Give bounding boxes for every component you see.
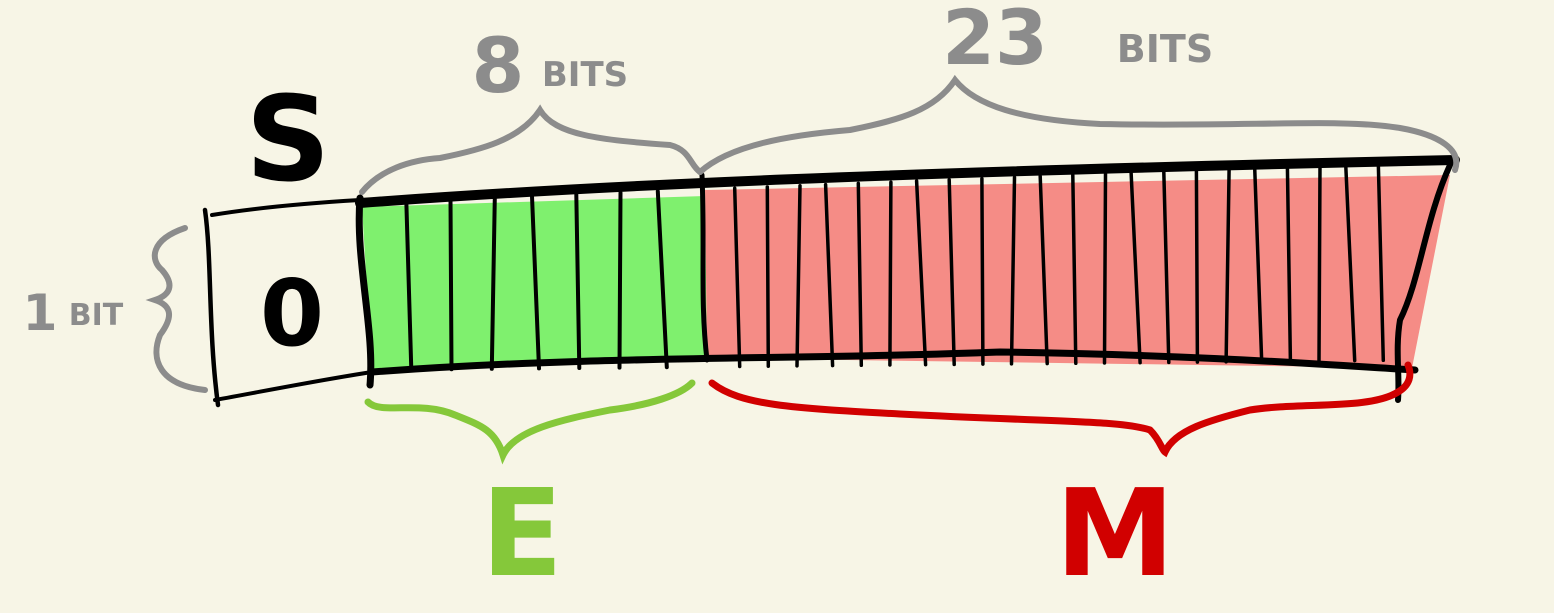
mantissa-bit-divider-7 — [914, 179, 928, 367]
exponent-size-unit: BITS — [542, 55, 628, 95]
mantissa-bit-divider-14 — [1129, 170, 1142, 365]
mantissa-bit-divider-22 — [1376, 161, 1386, 363]
exponent-size-brace — [359, 104, 703, 195]
mantissa-bit-divider-21 — [1343, 162, 1357, 363]
exponent-bit-divider-6 — [617, 190, 623, 370]
sign-bit-value: 0 — [260, 260, 324, 367]
mantissa-bit-divider-9 — [980, 176, 985, 366]
mantissa-fill — [705, 175, 1450, 368]
mantissa-bit-divider-17 — [1224, 167, 1231, 364]
exponent-bit-divider-3 — [489, 195, 497, 371]
mantissa-bit-divider-11 — [1038, 174, 1049, 366]
sign-size-unit: BIT — [69, 298, 124, 333]
mantissa-brace — [708, 361, 1414, 458]
exponent-bit-divider-5 — [574, 192, 582, 370]
mantissa-bit-divider-5 — [856, 181, 864, 368]
mantissa-bit-divider-12 — [1071, 173, 1078, 366]
mantissa-bit-dividers — [732, 161, 1386, 369]
field-bottom-edge — [368, 348, 1419, 376]
mantissa-bit-divider-15 — [1162, 169, 1171, 365]
sign-exponent-divider — [355, 194, 375, 389]
exponent-bit-divider-4 — [530, 194, 541, 371]
exponent-bit-divider-7 — [655, 189, 669, 370]
mantissa-bit-divider-13 — [1102, 172, 1108, 365]
mantissa-bit-divider-1 — [732, 186, 742, 369]
mantissa-bit-divider-18 — [1252, 166, 1264, 364]
mantissa-size-brace — [697, 74, 1460, 175]
sign-box-outline — [210, 198, 374, 402]
mantissa-bit-divider-3 — [795, 184, 802, 368]
mantissa-bit-divider-19 — [1285, 164, 1293, 363]
sign-letter: S — [246, 70, 331, 208]
mantissa-bit-divider-16 — [1194, 168, 1200, 364]
exponent-size-number: 8 — [472, 21, 525, 110]
exponent-bit-divider-1 — [404, 199, 414, 372]
exponent-brace — [364, 379, 696, 465]
mantissa-bit-divider-4 — [823, 182, 835, 368]
mantissa-bit-divider-10 — [1009, 175, 1017, 366]
mantissa-bit-divider-20 — [1317, 163, 1322, 363]
sign-size-number: 1 — [23, 284, 58, 342]
exponent-mantissa-divider — [699, 172, 710, 363]
mantissa-bit-divider-6 — [888, 180, 893, 367]
field-right-edge — [1394, 162, 1453, 403]
exponent-bit-dividers — [404, 189, 669, 372]
mantissa-bit-divider-2 — [765, 185, 771, 368]
mantissa-size-unit: BITS — [1117, 27, 1213, 71]
sign-brace — [145, 225, 208, 393]
mantissa-bit-divider-8 — [947, 178, 956, 367]
exponent-letter: E — [481, 465, 563, 604]
mantissa-size-number: 23 — [942, 0, 1048, 82]
sign-box-left-edge — [202, 207, 221, 408]
field-top-edge — [355, 155, 1460, 208]
mantissa-letter: M — [1055, 465, 1174, 604]
exponent-bit-divider-2 — [448, 197, 454, 372]
